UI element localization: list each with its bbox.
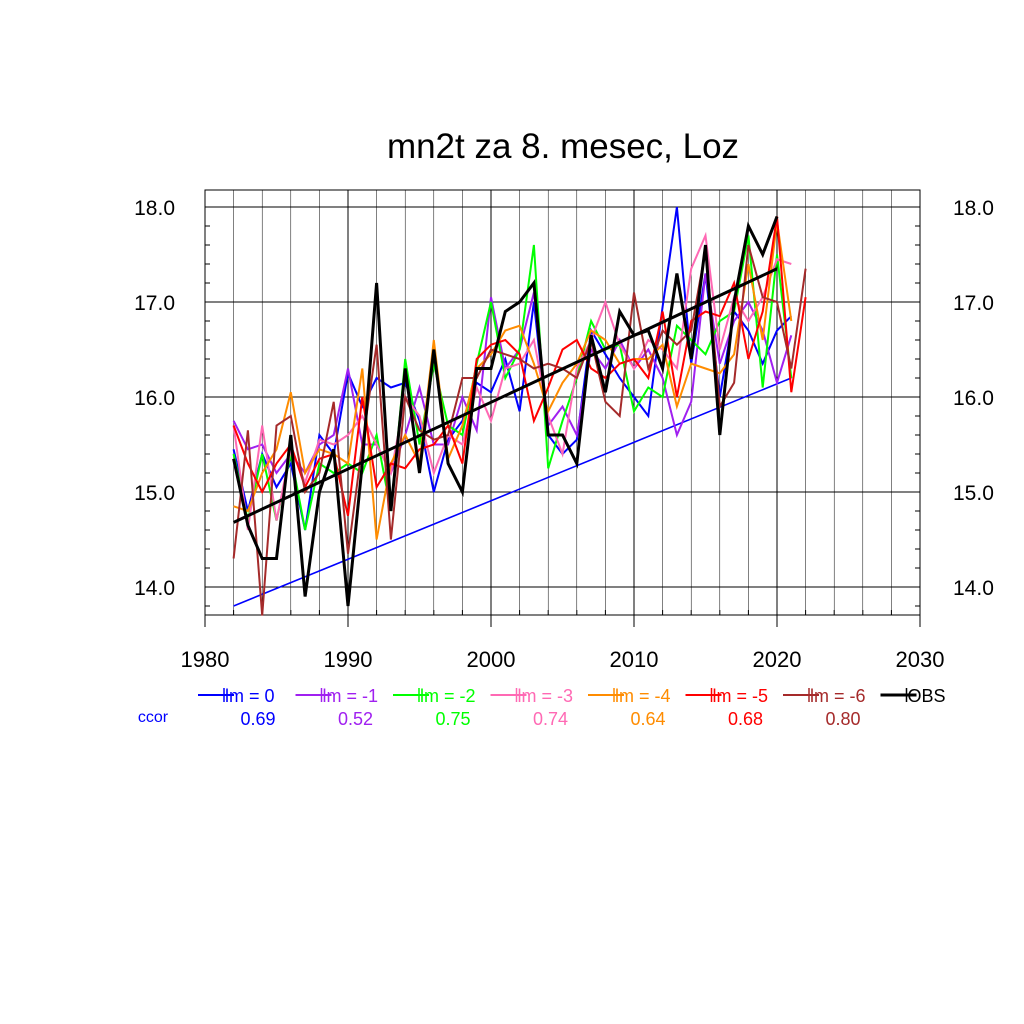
x-tick-label: 2020 — [753, 647, 802, 672]
plot-frame — [204, 189, 921, 616]
ccor-value-6: 0.80 — [825, 709, 860, 729]
legend-label-1: lm = -1 — [323, 686, 379, 706]
legend-label-2: lm = -2 — [420, 686, 476, 706]
ccor-value-1: 0.52 — [338, 709, 373, 729]
series-line-4 — [233, 221, 793, 540]
series-line-7 — [232, 215, 779, 607]
y-tick-label-left: 18.0 — [134, 197, 175, 220]
y-tick-label-right: 15.0 — [953, 482, 994, 505]
ccor-value-4: 0.64 — [630, 709, 665, 729]
y-tick-label-right: 18.0 — [953, 197, 994, 220]
trend-line-7 — [232, 267, 778, 524]
legend-label-7: OBS — [908, 686, 946, 706]
legend-label-0: lm = 0 — [225, 686, 275, 706]
y-tick-label-left: 14.0 — [134, 577, 175, 600]
ccor-label: ccor — [138, 709, 169, 726]
legend-label-5: lm = -5 — [713, 686, 769, 706]
y-tick-label-right: 17.0 — [953, 292, 994, 315]
y-tick-label-right: 14.0 — [953, 577, 994, 600]
y-tick-label-left: 15.0 — [134, 482, 175, 505]
legend-label-6: lm = -6 — [810, 686, 866, 706]
grid-layer — [205, 190, 920, 615]
x-tick-label: 1980 — [181, 647, 230, 672]
y-tick-label-right: 16.0 — [953, 387, 994, 410]
x-tick-label: 2030 — [896, 647, 945, 672]
ccor-value-3: 0.74 — [533, 709, 568, 729]
legend-label-3: lm = -3 — [518, 686, 574, 706]
ccor-value-0: 0.69 — [240, 709, 275, 729]
ccor-value-2: 0.75 — [435, 709, 470, 729]
x-tick-label: 2000 — [467, 647, 516, 672]
y-tick-label-left: 16.0 — [134, 387, 175, 410]
trend-line-0 — [233, 377, 792, 607]
series-layer — [232, 206, 807, 616]
chart-title: mn2t za 8. mesec, Loz — [387, 127, 739, 166]
x-tick-label: 1990 — [324, 647, 373, 672]
legend: lm = 0 0.69 lm = -1 0.52 lm = -2 0.75 lm = -3 0… — [138, 686, 946, 729]
series-line-0 — [232, 206, 793, 531]
axis-ticks: 14.0 14.0 15.0 15.0 16.0 16.0 17.0 17.0 18.0 18.0… — [134, 197, 994, 672]
plot-border — [204, 189, 921, 616]
y-tick-label-left: 17.0 — [134, 292, 175, 315]
legend-label-4: lm = -4 — [615, 686, 671, 706]
ccor-value-5: 0.68 — [728, 709, 763, 729]
x-tick-label: 2010 — [610, 647, 659, 672]
